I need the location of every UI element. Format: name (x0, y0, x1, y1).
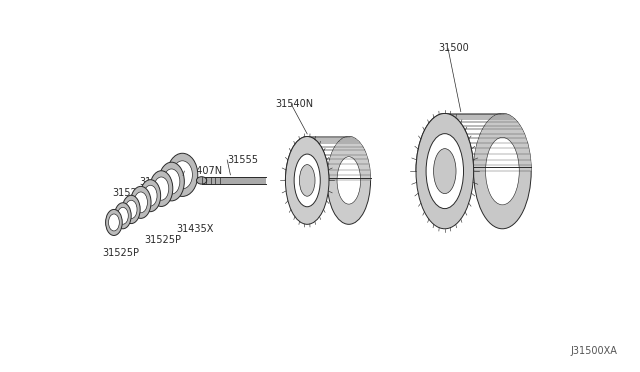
Ellipse shape (433, 149, 456, 193)
Ellipse shape (294, 154, 320, 207)
Ellipse shape (416, 113, 474, 229)
Text: 31500: 31500 (438, 44, 469, 53)
Ellipse shape (154, 177, 169, 200)
Ellipse shape (106, 209, 122, 235)
Ellipse shape (163, 169, 180, 194)
Text: 31435X: 31435X (176, 224, 213, 234)
Text: 31407N: 31407N (184, 166, 223, 176)
Text: 31525P: 31525P (144, 235, 181, 245)
Text: 31525P: 31525P (140, 177, 177, 187)
Ellipse shape (337, 157, 360, 204)
Ellipse shape (134, 192, 147, 213)
Text: 31525P: 31525P (102, 248, 140, 258)
Ellipse shape (172, 161, 193, 189)
Ellipse shape (144, 185, 157, 206)
Ellipse shape (159, 162, 184, 201)
Polygon shape (285, 137, 371, 180)
Ellipse shape (131, 186, 151, 218)
Ellipse shape (150, 171, 173, 206)
Ellipse shape (474, 113, 531, 229)
Ellipse shape (140, 180, 161, 212)
Ellipse shape (115, 203, 131, 229)
Ellipse shape (118, 207, 128, 224)
Ellipse shape (125, 200, 137, 219)
Text: 31540N: 31540N (275, 99, 314, 109)
Polygon shape (416, 113, 531, 171)
Ellipse shape (327, 137, 371, 224)
Text: 31555: 31555 (227, 155, 258, 165)
Ellipse shape (285, 137, 329, 224)
Ellipse shape (426, 134, 463, 209)
Text: J31500XA: J31500XA (571, 346, 618, 356)
Ellipse shape (109, 214, 119, 231)
Ellipse shape (167, 153, 198, 196)
Ellipse shape (196, 177, 207, 184)
Text: 31525P: 31525P (112, 189, 149, 198)
Ellipse shape (122, 195, 140, 224)
Ellipse shape (300, 165, 315, 196)
Ellipse shape (486, 137, 519, 205)
